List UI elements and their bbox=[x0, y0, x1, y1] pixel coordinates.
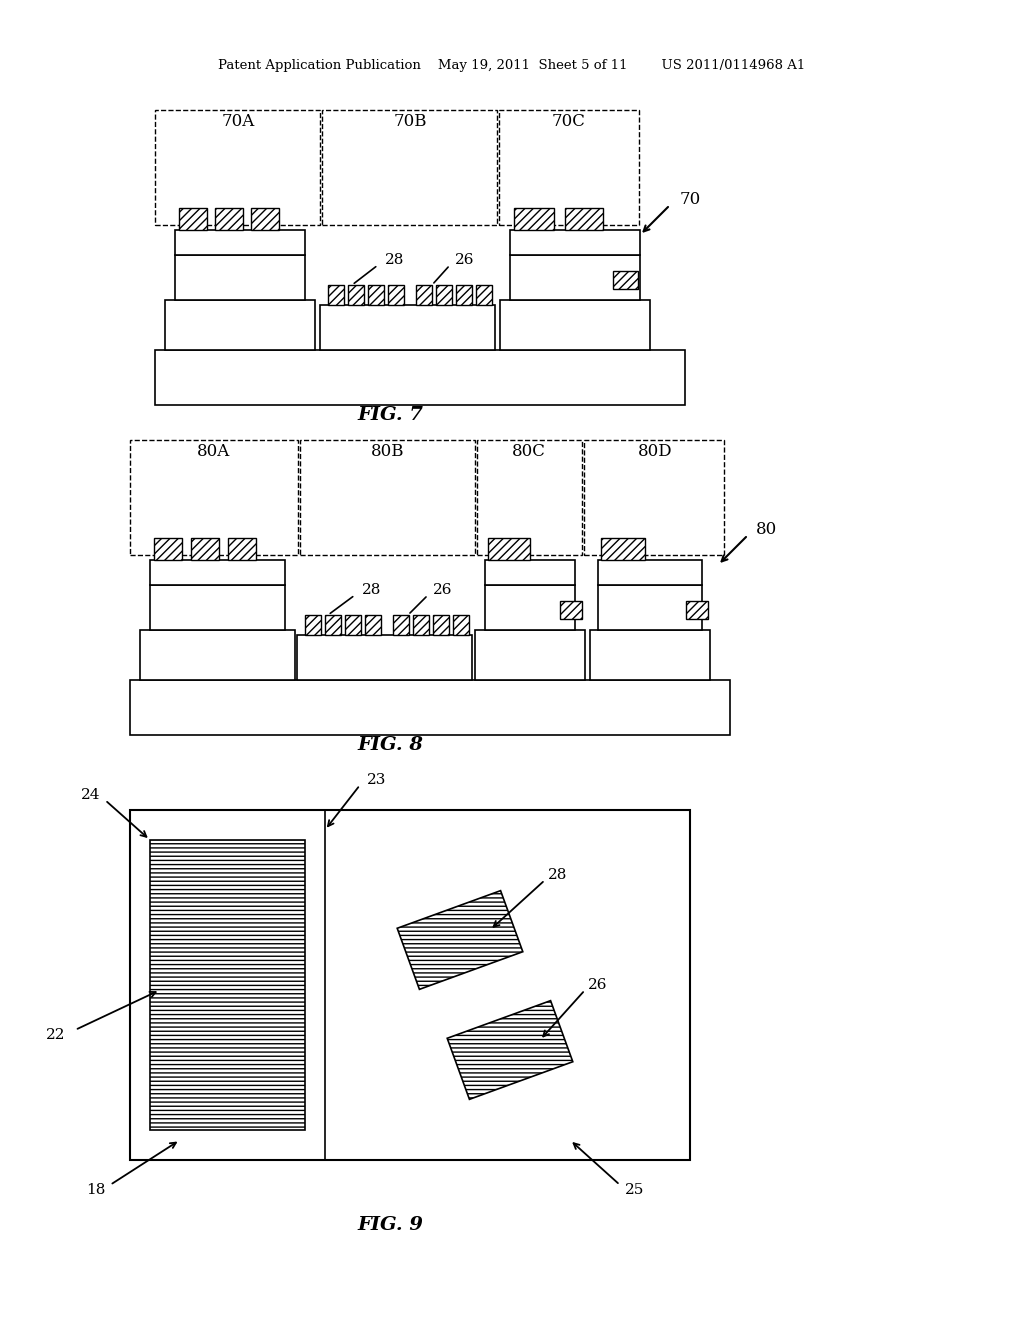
Bar bbox=[175, 230, 305, 255]
Text: 80D: 80D bbox=[638, 444, 673, 461]
Bar bbox=[601, 539, 645, 560]
Bar bbox=[598, 560, 702, 585]
Bar bbox=[416, 285, 432, 305]
Bar bbox=[165, 300, 315, 350]
Bar bbox=[175, 255, 305, 300]
Text: 25: 25 bbox=[625, 1183, 644, 1197]
Text: 18: 18 bbox=[86, 1183, 105, 1197]
Bar bbox=[297, 635, 472, 680]
Bar bbox=[488, 539, 530, 560]
Bar bbox=[565, 209, 603, 230]
Text: 28: 28 bbox=[385, 253, 404, 267]
Bar bbox=[514, 209, 554, 230]
Bar bbox=[305, 615, 321, 635]
Text: 80A: 80A bbox=[198, 444, 230, 461]
Bar bbox=[433, 615, 449, 635]
Bar bbox=[598, 585, 702, 630]
Bar bbox=[560, 601, 582, 619]
Bar bbox=[130, 680, 730, 735]
Text: 70A: 70A bbox=[221, 114, 255, 131]
Bar bbox=[130, 440, 298, 554]
Text: 26: 26 bbox=[433, 583, 453, 597]
Bar bbox=[485, 585, 575, 630]
Bar bbox=[322, 110, 497, 224]
Text: 70: 70 bbox=[680, 191, 701, 209]
Bar bbox=[510, 230, 640, 255]
Bar bbox=[476, 285, 492, 305]
Text: FIG. 7: FIG. 7 bbox=[357, 407, 423, 424]
Text: 26: 26 bbox=[588, 978, 607, 993]
Bar bbox=[368, 285, 384, 305]
Bar bbox=[150, 585, 285, 630]
Bar bbox=[499, 110, 639, 224]
Bar bbox=[300, 440, 475, 554]
Bar bbox=[150, 840, 305, 1130]
Bar bbox=[191, 539, 219, 560]
Text: 28: 28 bbox=[548, 869, 567, 882]
Text: 26: 26 bbox=[455, 253, 474, 267]
Bar bbox=[485, 560, 575, 585]
Text: 70B: 70B bbox=[393, 114, 427, 131]
Text: 28: 28 bbox=[362, 583, 381, 597]
Text: 80B: 80B bbox=[372, 444, 404, 461]
Bar bbox=[251, 209, 279, 230]
Bar bbox=[413, 615, 429, 635]
Bar bbox=[388, 285, 404, 305]
Bar bbox=[179, 209, 207, 230]
Bar bbox=[155, 350, 685, 405]
Text: 70C: 70C bbox=[552, 114, 586, 131]
Bar bbox=[130, 810, 690, 1160]
Text: FIG. 9: FIG. 9 bbox=[357, 1216, 423, 1234]
Bar bbox=[325, 615, 341, 635]
Bar bbox=[477, 440, 582, 554]
Bar bbox=[155, 110, 319, 224]
Polygon shape bbox=[397, 891, 523, 990]
Bar bbox=[590, 630, 710, 680]
Bar bbox=[345, 615, 361, 635]
Bar bbox=[228, 539, 256, 560]
Bar bbox=[319, 305, 495, 350]
Bar bbox=[348, 285, 364, 305]
Text: 24: 24 bbox=[81, 788, 100, 803]
Bar bbox=[686, 601, 708, 619]
Bar bbox=[584, 440, 724, 554]
Bar bbox=[150, 560, 285, 585]
Bar bbox=[500, 300, 650, 350]
Bar bbox=[328, 285, 344, 305]
Bar bbox=[456, 285, 472, 305]
Polygon shape bbox=[447, 1001, 572, 1100]
Bar bbox=[393, 615, 409, 635]
Text: 23: 23 bbox=[367, 774, 386, 787]
Bar bbox=[436, 285, 452, 305]
Bar bbox=[613, 271, 638, 289]
Text: 80: 80 bbox=[756, 521, 777, 539]
Text: FIG. 8: FIG. 8 bbox=[357, 737, 423, 754]
Text: 22: 22 bbox=[45, 1028, 65, 1041]
Text: 80C: 80C bbox=[512, 444, 546, 461]
Bar bbox=[365, 615, 381, 635]
Bar bbox=[475, 630, 585, 680]
Bar bbox=[510, 255, 640, 300]
Bar bbox=[154, 539, 182, 560]
Bar bbox=[453, 615, 469, 635]
Text: Patent Application Publication    May 19, 2011  Sheet 5 of 11        US 2011/011: Patent Application Publication May 19, 2… bbox=[218, 58, 806, 71]
Bar bbox=[215, 209, 243, 230]
Bar bbox=[140, 630, 295, 680]
